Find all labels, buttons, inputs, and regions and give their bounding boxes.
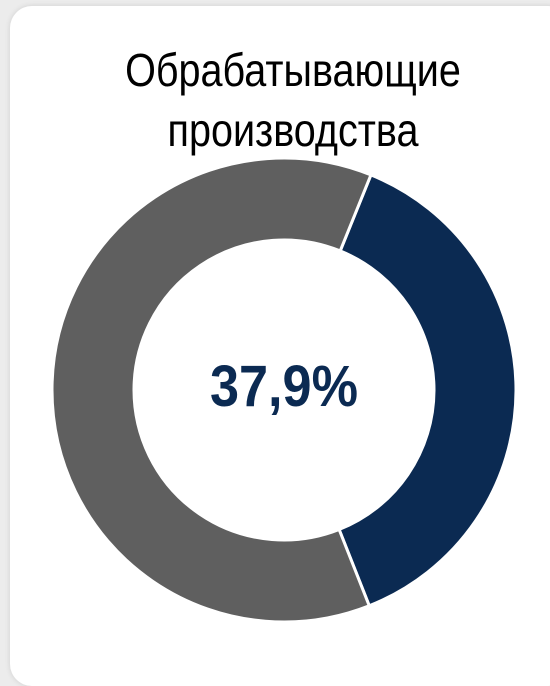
donut-slice-remainder: [50, 156, 373, 624]
chart-title: Обрабатывающие производства: [50, 40, 537, 160]
chart-title-line-2: производства: [167, 104, 419, 156]
chart-title-line-1: Обрабатывающие: [125, 44, 461, 96]
donut-chart: 37,9%: [50, 156, 518, 624]
center-value-label: 37,9%: [210, 353, 358, 418]
donut-slice-highlight: [337, 172, 518, 608]
donut-slices: [50, 156, 518, 624]
